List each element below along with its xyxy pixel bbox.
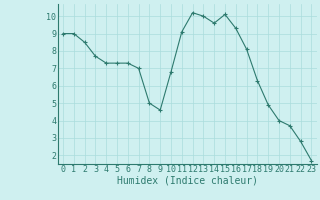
X-axis label: Humidex (Indice chaleur): Humidex (Indice chaleur) bbox=[117, 176, 258, 186]
